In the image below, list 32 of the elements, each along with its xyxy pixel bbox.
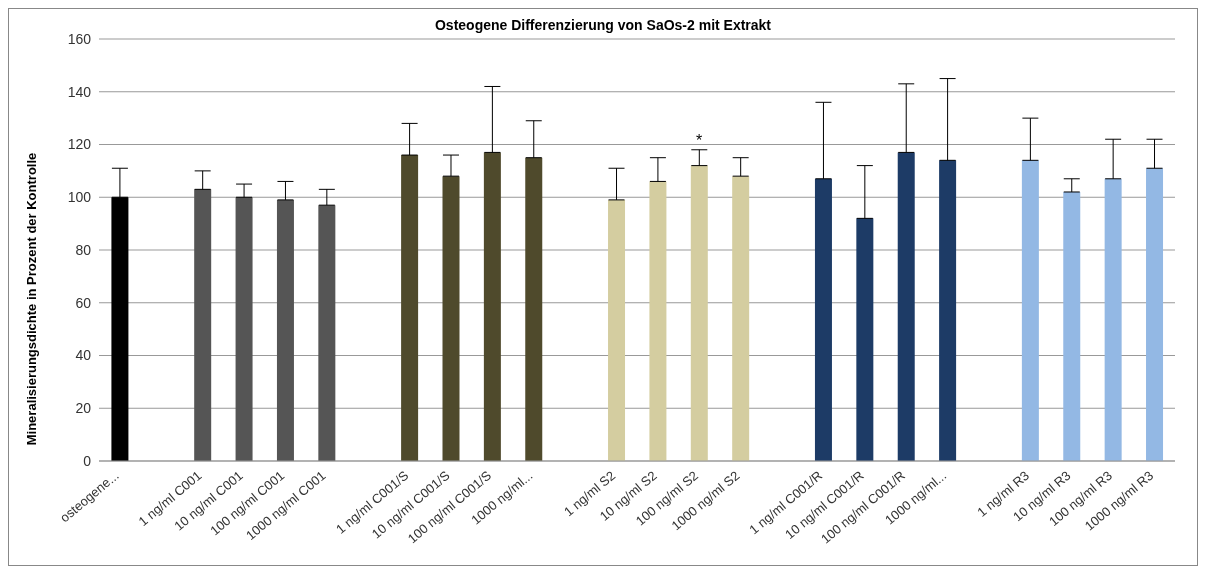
- bar: [1104, 178, 1122, 461]
- bar: [608, 199, 626, 461]
- bar: [814, 178, 832, 461]
- y-tick-label: 80: [75, 241, 92, 258]
- bar: [525, 157, 543, 461]
- y-tick-label: 40: [75, 347, 92, 364]
- bar: [897, 152, 915, 461]
- bar: [1146, 168, 1164, 461]
- bar: [649, 181, 667, 461]
- y-tick-label: 160: [67, 30, 92, 47]
- bar: [194, 189, 212, 461]
- y-tick-label: 120: [67, 136, 92, 153]
- annotation: *: [695, 131, 703, 149]
- bar: [732, 176, 750, 461]
- bar: [1063, 191, 1081, 461]
- y-tick-label: 100: [67, 189, 92, 206]
- bar: [401, 155, 419, 461]
- y-tick-label: 0: [83, 452, 92, 469]
- bar: [856, 218, 874, 461]
- bar: [235, 197, 253, 461]
- bar: [318, 205, 336, 461]
- y-tick-label: 140: [67, 83, 92, 100]
- chart-title: Osteogene Differenzierung von SaOs-2 mit Extrakt: [434, 17, 772, 33]
- bar: [939, 160, 957, 461]
- bar: [690, 165, 708, 461]
- bar: [442, 176, 460, 461]
- bar: [483, 152, 501, 461]
- y-axis-title: Mineralisierungsdichte in Prozent der Kontrolle: [23, 152, 39, 446]
- bar: [276, 199, 294, 461]
- y-tick-label: 60: [75, 294, 92, 311]
- bar: [1021, 160, 1039, 461]
- y-tick-label: 20: [75, 400, 92, 417]
